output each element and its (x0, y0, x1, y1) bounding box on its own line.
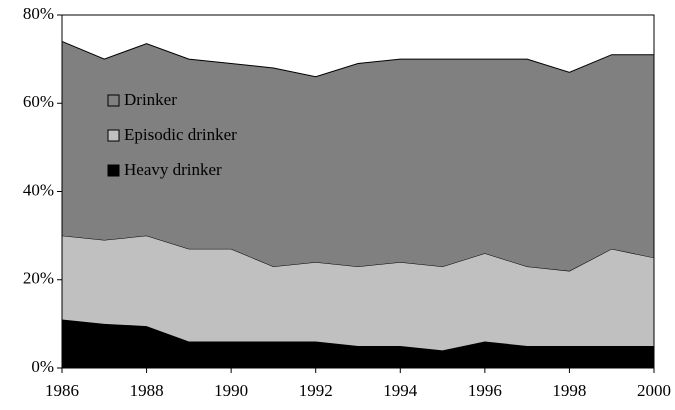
x-tick-label: 1988 (130, 381, 164, 400)
y-tick-label: 0% (31, 357, 54, 376)
y-tick-label: 20% (23, 269, 54, 288)
y-tick-label: 80% (23, 4, 54, 23)
area-fill (62, 235, 654, 351)
area-fill (62, 41, 654, 271)
area-fill (62, 319, 654, 368)
legend-label: Heavy drinker (124, 160, 222, 179)
legend-swatch (107, 94, 120, 107)
x-tick-label: 1998 (552, 381, 586, 400)
legend-swatch (107, 164, 120, 177)
x-tick-label: 1996 (468, 381, 502, 400)
legend-label: Episodic drinker (124, 125, 237, 144)
x-tick-label: 1986 (45, 381, 79, 400)
area-edge (61, 41, 654, 78)
legend-label: Drinker (124, 90, 177, 109)
x-tick-label: 1990 (214, 381, 248, 400)
x-tick-label: 1992 (299, 381, 333, 400)
x-tick-label: 1994 (383, 381, 418, 400)
y-tick-label: 60% (23, 92, 54, 111)
y-tick-label: 40% (23, 180, 54, 199)
x-tick-label: 2000 (637, 381, 671, 400)
area-edge (61, 235, 655, 272)
legend-swatch (107, 129, 120, 142)
